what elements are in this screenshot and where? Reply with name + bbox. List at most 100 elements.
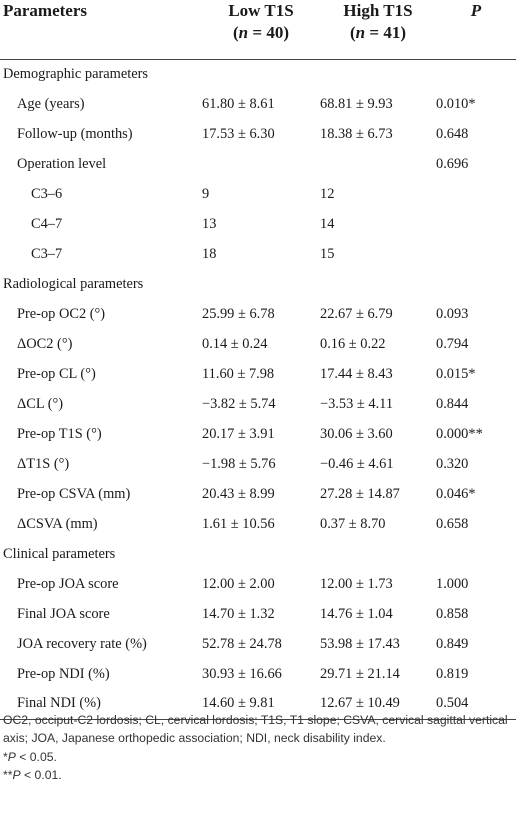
row-high: 22.67 ± 6.79 — [320, 305, 393, 322]
row-low: 0.14 ± 0.24 — [202, 335, 268, 352]
sig1-rest: < 0.05. — [15, 750, 57, 764]
table-row: Radiological parameters — [0, 269, 516, 299]
row-p — [436, 59, 516, 89]
row-low: 11.60 ± 7.98 — [202, 365, 275, 382]
row-low: 14.60 ± 9.81 — [202, 695, 275, 712]
row-p — [436, 179, 516, 209]
table-footnotes: OC2, occiput-C2 lordosis; CL, cervical l… — [3, 711, 513, 784]
table-row: C3–6 9 12 — [0, 179, 516, 209]
row-low: 61.80 ± 8.61 — [202, 95, 275, 112]
row-label: ΔOC2 (°) — [17, 335, 73, 352]
table-row: Pre-op CSVA (mm) 20.43 ± 8.99 27.28 ± 14… — [0, 479, 516, 509]
table-row: ΔOC2 (°) 0.14 ± 0.24 0.16 ± 0.22 0.794 — [0, 329, 516, 359]
row-label: Age (years) — [17, 95, 85, 112]
row-high — [320, 59, 436, 89]
row-high: 68.81 ± 9.93 — [320, 95, 393, 112]
table-row: Operation level 0.696 — [0, 149, 516, 179]
sig2-mark: ** — [3, 768, 13, 782]
row-high: 12.00 ± 1.73 — [320, 575, 393, 592]
table-row: Pre-op OC2 (°) 25.99 ± 6.78 22.67 ± 6.79… — [0, 299, 516, 329]
row-low — [202, 59, 320, 89]
row-low: 9 — [202, 185, 210, 202]
row-low: 20.17 ± 3.91 — [202, 425, 275, 442]
row-label: Pre-op OC2 (°) — [17, 305, 106, 322]
row-high — [320, 149, 436, 179]
row-label: ΔT1S (°) — [17, 455, 70, 472]
table-row: ΔT1S (°) −1.98 ± 5.76 −0.46 ± 4.61 0.320 — [0, 449, 516, 479]
row-label: Demographic parameters — [3, 65, 149, 82]
header-low-n: (n = 40) — [233, 23, 289, 42]
sig1-p: P — [7, 750, 16, 764]
row-high: 14.76 ± 1.04 — [320, 605, 393, 622]
row-high: 27.28 ± 14.87 — [320, 485, 400, 502]
header-p-value: P — [470, 1, 482, 20]
row-high: −3.53 ± 4.11 — [320, 395, 394, 412]
table-row: Pre-op CL (°) 11.60 ± 7.98 17.44 ± 8.43 … — [0, 359, 516, 389]
row-low: 12.00 ± 2.00 — [202, 575, 275, 592]
header-high-t1s: High T1S (n = 41) — [320, 0, 436, 59]
table-row: Pre-op T1S (°) 20.17 ± 3.91 30.06 ± 3.60… — [0, 419, 516, 449]
row-p — [436, 239, 516, 269]
row-low: 25.99 ± 6.78 — [202, 305, 275, 322]
row-high: 0.37 ± 8.70 — [320, 515, 386, 532]
row-high: 17.44 ± 8.43 — [320, 365, 393, 382]
table-row: Pre-op JOA score 12.00 ± 2.00 12.00 ± 1.… — [0, 569, 516, 599]
table-row: Final NDI (%) 14.60 ± 9.81 12.67 ± 10.49… — [0, 689, 516, 719]
row-high — [320, 539, 436, 569]
row-low — [202, 149, 320, 179]
row-low: 14.70 ± 1.32 — [202, 605, 275, 622]
row-p: 0.504 — [436, 695, 469, 712]
table-row: C3–7 18 15 — [0, 239, 516, 269]
row-label: C3–6 — [31, 185, 63, 202]
sig2-p: P — [12, 768, 21, 782]
table-row: ΔCL (°) −3.82 ± 5.74 −3.53 ± 4.11 0.844 — [0, 389, 516, 419]
sig2-rest: < 0.01. — [20, 768, 62, 782]
row-p: 0.648 — [436, 125, 469, 142]
row-high: −0.46 ± 4.61 — [320, 455, 394, 472]
row-low: −1.98 ± 5.76 — [202, 455, 276, 472]
row-low: 52.78 ± 24.78 — [202, 635, 282, 652]
row-label: Pre-op CL (°) — [17, 365, 96, 382]
row-high: 14 — [320, 215, 335, 232]
results-table: Parameters Low T1S (n = 40) High T1S (n … — [0, 0, 516, 719]
header-low-label: Low T1S — [228, 1, 294, 20]
row-high: 29.71 ± 21.14 — [320, 665, 400, 682]
table-row: Age (years) 61.80 ± 8.61 68.81 ± 9.93 0.… — [0, 89, 516, 119]
row-low: 17.53 ± 6.30 — [202, 125, 275, 142]
row-p: 0.696 — [436, 155, 469, 172]
row-p: 0.046* — [436, 485, 476, 502]
abbreviations-note: OC2, occiput-C2 lordosis; CL, cervical l… — [3, 713, 508, 745]
row-p: 0.015* — [436, 365, 476, 382]
row-low: −3.82 ± 5.74 — [202, 395, 276, 412]
row-p: 0.320 — [436, 455, 469, 472]
row-p: 0.010* — [436, 95, 476, 112]
row-low — [202, 539, 320, 569]
row-label: Pre-op T1S (°) — [17, 425, 102, 442]
header-parameters: Parameters — [3, 1, 88, 20]
row-p: 0.658 — [436, 515, 469, 532]
row-label: Operation level — [17, 155, 107, 172]
row-high — [320, 269, 436, 299]
row-low: 18 — [202, 245, 217, 262]
row-label: C4–7 — [31, 215, 63, 232]
row-label: Radiological parameters — [3, 275, 144, 292]
row-label: Follow-up (months) — [17, 125, 133, 142]
row-high: 12 — [320, 185, 335, 202]
row-low: 1.61 ± 10.56 — [202, 515, 275, 532]
row-p: 0.849 — [436, 635, 469, 652]
row-p: 0.819 — [436, 665, 469, 682]
row-high: 18.38 ± 6.73 — [320, 125, 393, 142]
row-label: Pre-op NDI (%) — [17, 665, 110, 682]
table-row: Final JOA score 14.70 ± 1.32 14.76 ± 1.0… — [0, 599, 516, 629]
row-low: 30.93 ± 16.66 — [202, 665, 282, 682]
significance-note-1: *P < 0.05. — [3, 748, 513, 766]
row-high: 15 — [320, 245, 335, 262]
row-p: 0.000** — [436, 425, 483, 442]
header-low-t1s: Low T1S (n = 40) — [202, 0, 320, 59]
row-p: 0.858 — [436, 605, 469, 622]
row-label: Final NDI (%) — [17, 695, 101, 712]
row-p: 0.794 — [436, 335, 469, 352]
header-high-label: High T1S — [343, 1, 413, 20]
row-p — [436, 269, 516, 299]
